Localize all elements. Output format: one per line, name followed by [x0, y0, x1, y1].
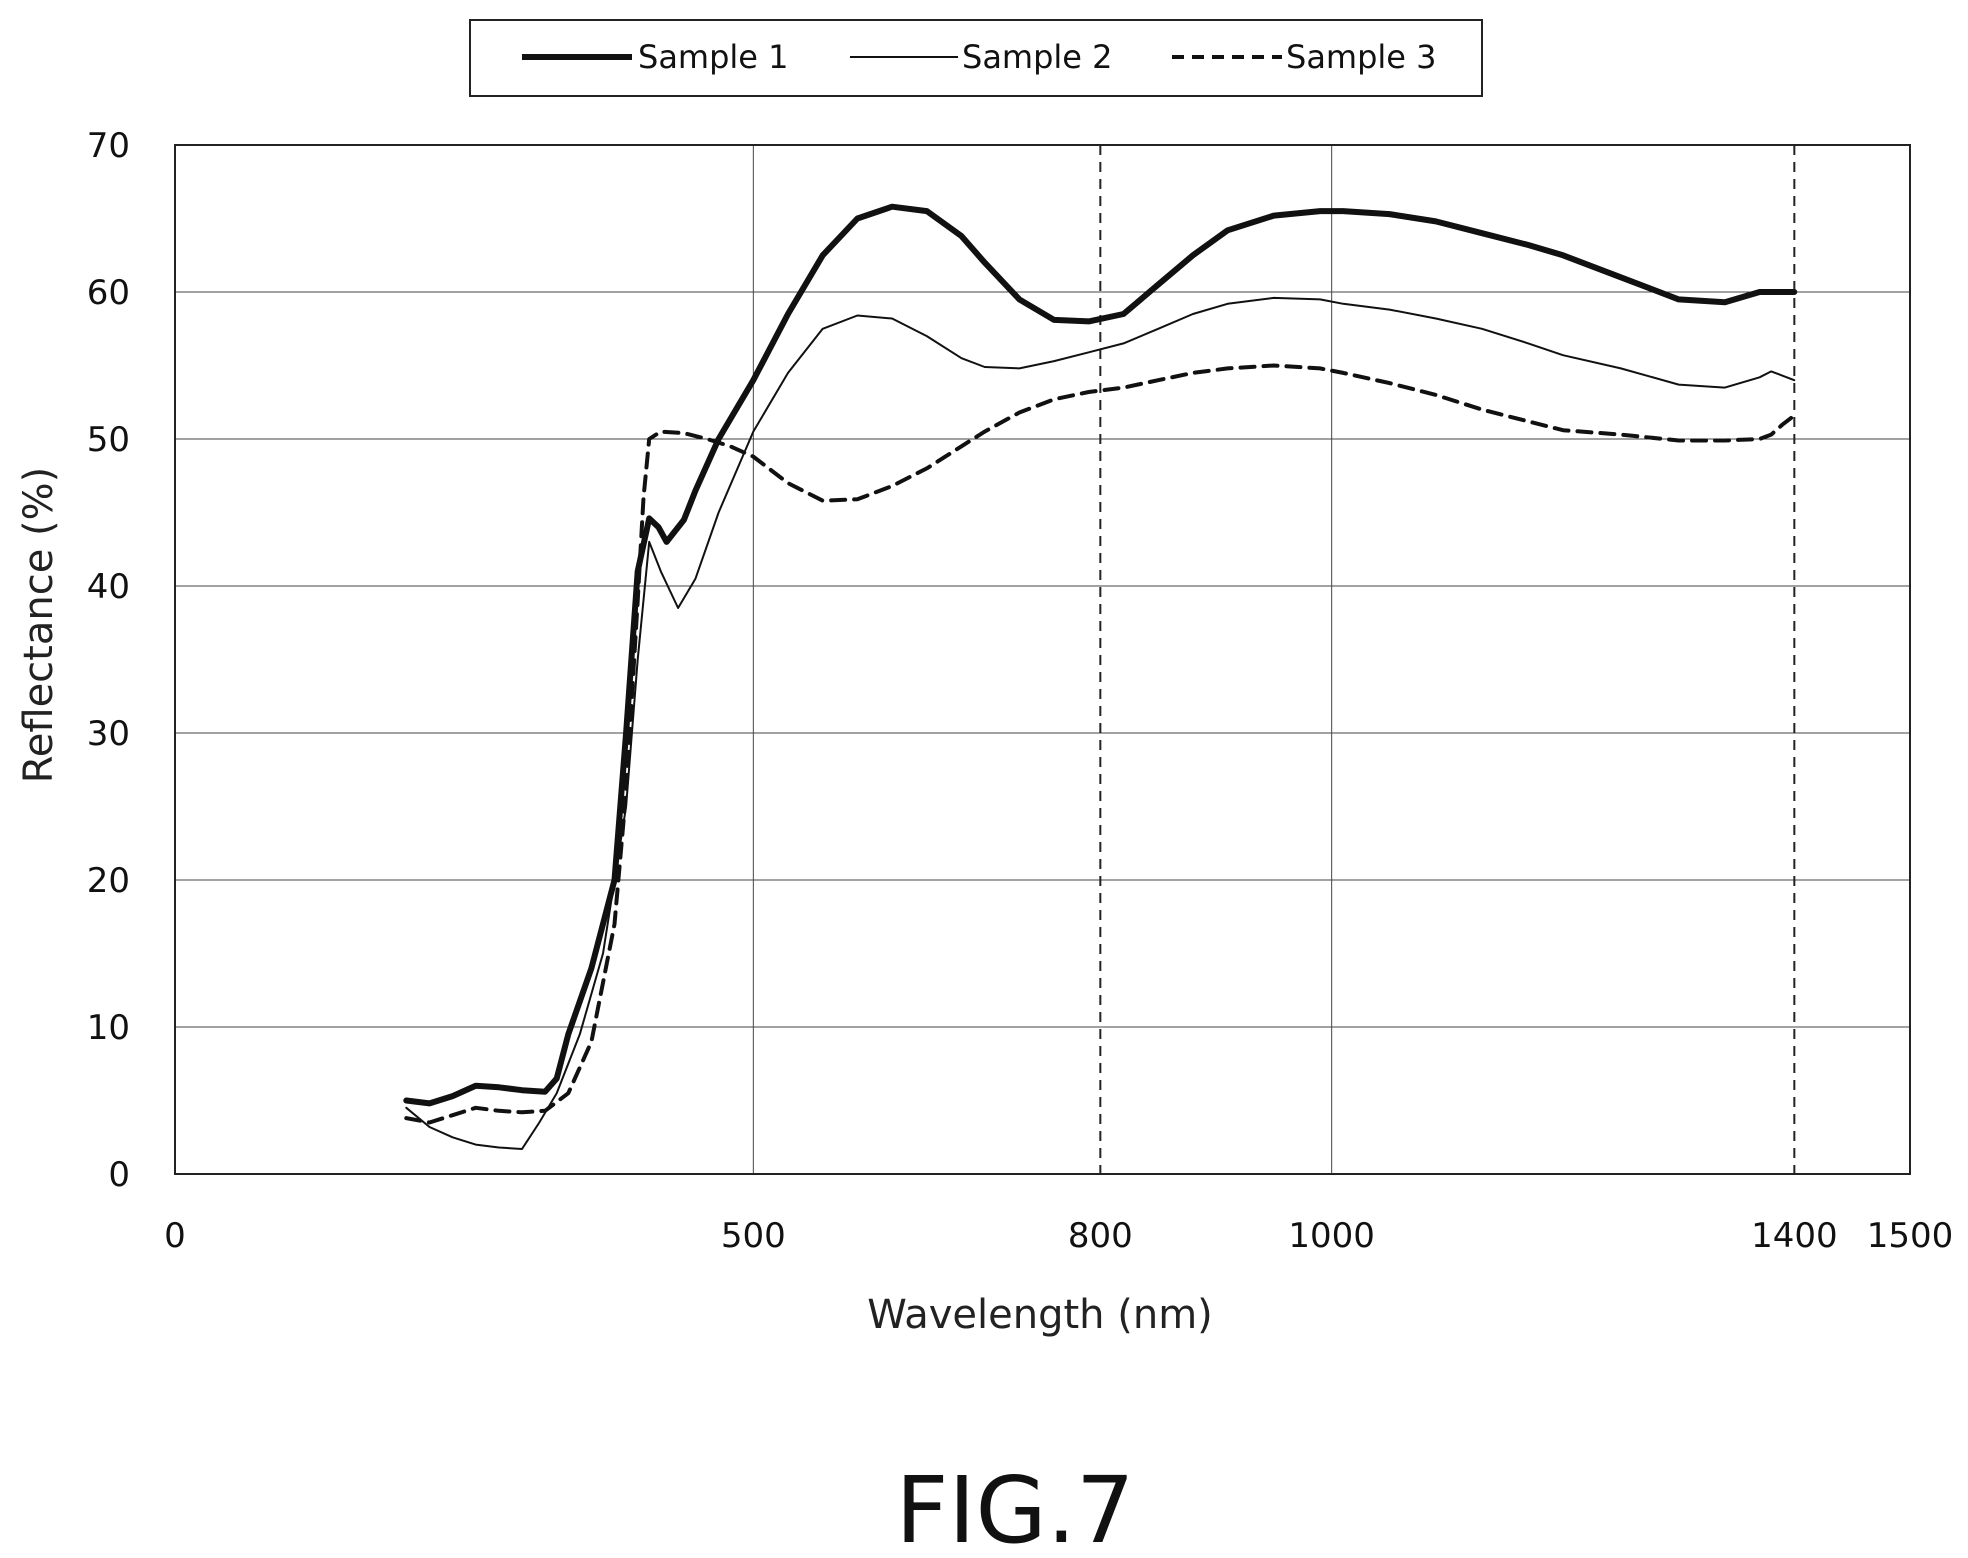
- series-line-sample-1: [403, 203, 1798, 1107]
- y-tick-label: 30: [87, 714, 130, 754]
- series-line-sample-3: [404, 363, 1797, 1125]
- x-tick-label: 1400: [1751, 1216, 1838, 1256]
- x-axis-title: Wavelength (nm): [867, 1292, 1213, 1338]
- plot-frame: [174, 144, 1911, 1175]
- y-tick-label: 20: [87, 861, 130, 901]
- series-lines: [403, 203, 1798, 1150]
- x-tick-label: 0: [164, 1216, 186, 1256]
- legend: Sample 1 Sample 2 Sample 3: [469, 19, 1483, 97]
- legend-box: [469, 19, 1483, 97]
- y-tick-label: 0: [108, 1155, 130, 1195]
- y-tick-label: 10: [87, 1008, 130, 1048]
- y-axis-title: Reflectance (%): [16, 467, 62, 783]
- x-tick-label: 1000: [1288, 1216, 1375, 1256]
- figure-label: FIG.7: [895, 1457, 1134, 1558]
- grid-lines: [175, 145, 1910, 1174]
- y-tick-label: 40: [87, 567, 130, 607]
- y-tick-label: 60: [87, 273, 130, 313]
- legend-label-sample-1: Sample 1: [638, 38, 789, 76]
- x-tick-label: 500: [721, 1216, 786, 1256]
- x-tick-labels: 0 500 800 1000 1400 1500: [164, 1216, 1953, 1256]
- legend-label-sample-2: Sample 2: [962, 38, 1113, 76]
- x-tick-label: 1500: [1867, 1216, 1954, 1256]
- legend-label-sample-3: Sample 3: [1286, 38, 1437, 76]
- y-tick-labels: 0 10 20 30 40 50 60 70: [87, 126, 130, 1195]
- y-tick-label: 50: [87, 420, 130, 460]
- x-tick-label: 800: [1068, 1216, 1133, 1256]
- y-tick-label: 70: [87, 126, 130, 166]
- series-line-sample-2: [405, 296, 1796, 1150]
